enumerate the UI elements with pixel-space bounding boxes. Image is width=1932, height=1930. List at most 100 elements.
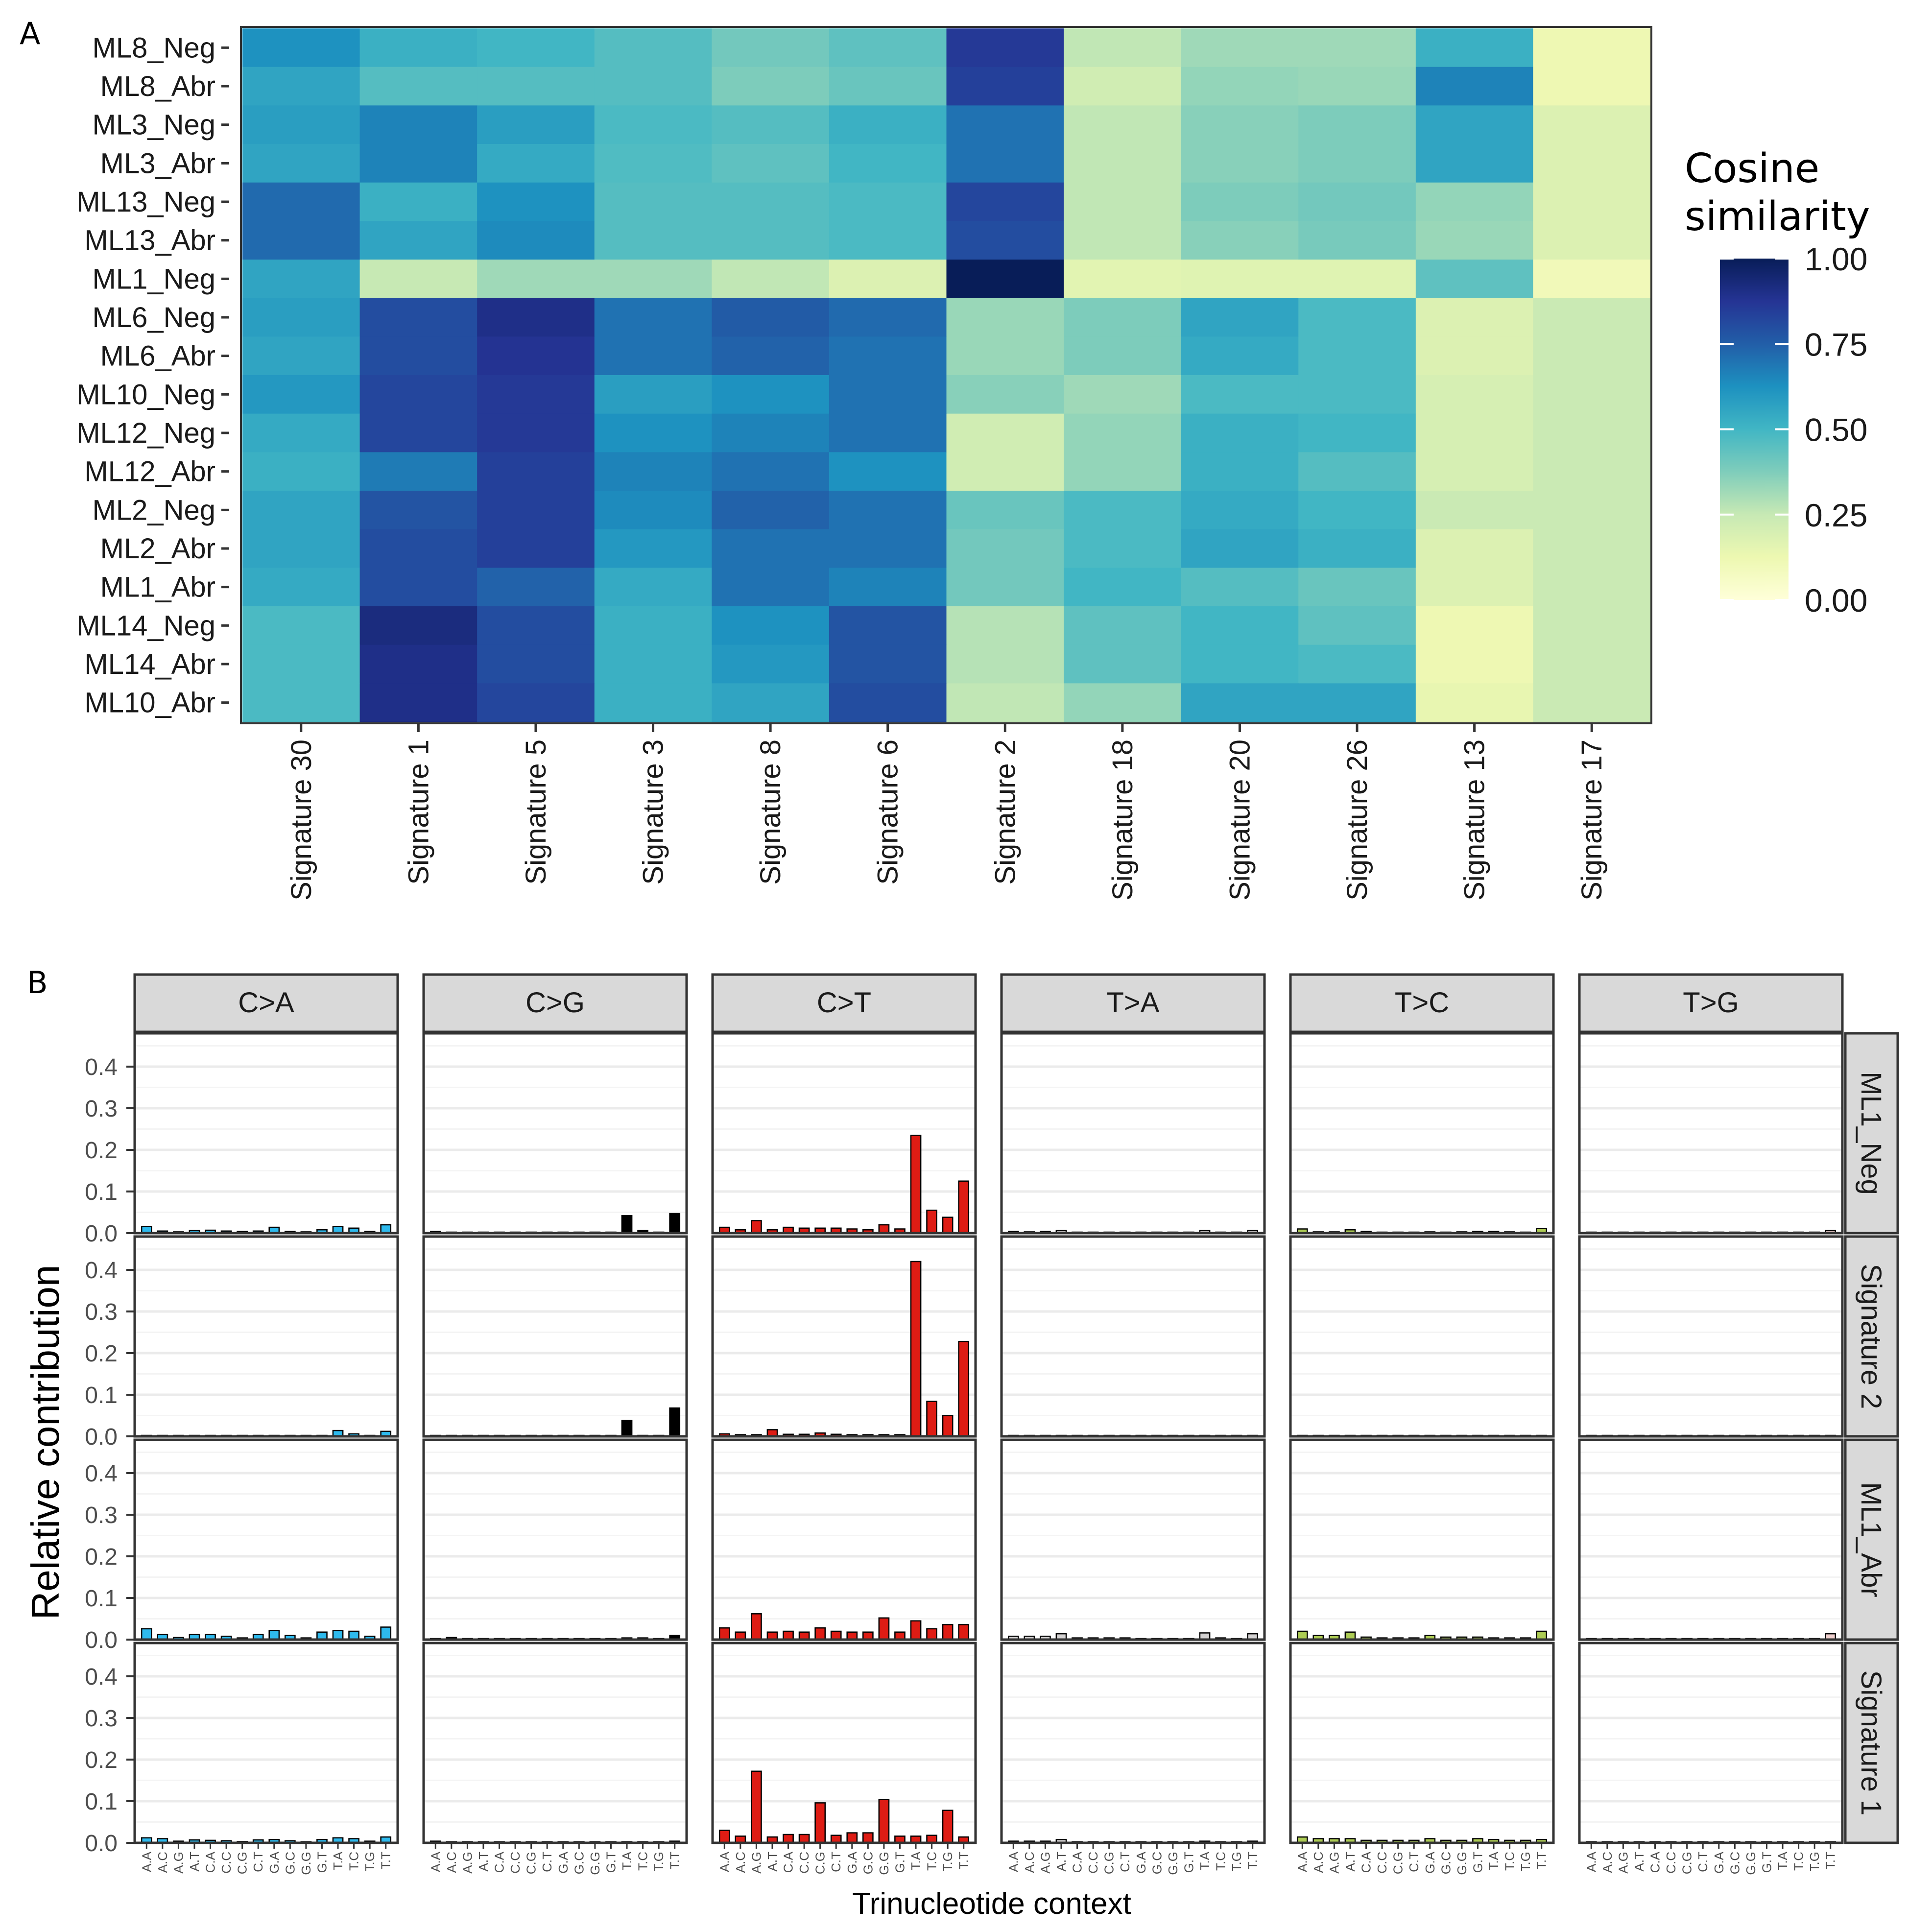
heatmap-cell — [712, 644, 830, 684]
heatmap-cell — [594, 221, 712, 260]
context-label: T.T — [1823, 1852, 1838, 1869]
heatmap-cell — [1533, 413, 1651, 453]
heatmap-cell — [242, 28, 360, 68]
y-tick-label: 0.4 — [85, 1258, 118, 1284]
context-label: G.A — [267, 1851, 282, 1873]
heatmap-cell — [1298, 529, 1416, 568]
facet-panel — [1002, 1033, 1264, 1233]
y-tick-label: 0.0 — [85, 1627, 118, 1653]
heatmap-cell — [1533, 491, 1651, 530]
context-label: T.A — [331, 1851, 345, 1870]
heatmap-cell — [1064, 67, 1182, 106]
facet-panel-border — [422, 1438, 688, 1641]
heatmap-column-labels: Signature 30 Signature 1 Signature 5 Signat… — [286, 723, 1608, 901]
heatmap-cell — [946, 413, 1064, 453]
facet-panel — [424, 1033, 687, 1233]
context-label: A.G — [460, 1852, 475, 1874]
heatmap-cell — [1298, 606, 1416, 645]
heatmap-cell — [1533, 375, 1651, 414]
bar — [332, 1630, 344, 1641]
heatmap-cell — [1533, 336, 1651, 376]
heatmap-cell — [1415, 375, 1534, 414]
heatmap-column-label: Signature 3 — [638, 739, 669, 885]
heatmap-cell — [242, 298, 360, 337]
bar — [878, 1799, 890, 1844]
facet-panel-border — [1000, 1032, 1266, 1235]
facet-panel — [424, 1440, 687, 1640]
heatmap-cell — [477, 644, 595, 684]
bar — [958, 1180, 970, 1234]
context-label: G.A — [845, 1851, 859, 1873]
facet-panel — [1002, 1440, 1264, 1640]
heatmap-cell — [1064, 336, 1182, 376]
heatmap-row-label: ML3_Abr — [100, 147, 215, 179]
heatmap-cell — [712, 413, 830, 453]
bar — [910, 1620, 922, 1641]
y-tick-label: 0.1 — [85, 1382, 118, 1408]
heatmap-cell — [1415, 105, 1534, 144]
context-label: A.C — [155, 1852, 170, 1873]
context-label: A.A — [1584, 1851, 1598, 1872]
column-facet-strip — [133, 973, 399, 1033]
heatmap-cell — [712, 491, 830, 530]
heatmap-cell — [477, 529, 595, 568]
heatmap-cell — [1298, 144, 1416, 183]
y-tick-label: 0.3 — [85, 1299, 118, 1325]
heatmap-row-label: ML10_Neg — [76, 379, 215, 410]
heatmap-cell — [1415, 413, 1534, 453]
bar — [380, 1224, 392, 1234]
context-label: A.G — [749, 1852, 763, 1874]
heatmap-cell — [1533, 644, 1651, 684]
heatmap-cell — [829, 67, 947, 106]
heatmap-cell — [1181, 375, 1299, 414]
heatmap-cell — [712, 221, 830, 260]
heatmap-cell — [242, 606, 360, 645]
heatmap-cell — [477, 67, 595, 106]
heatmap-cell — [1064, 182, 1182, 221]
bar — [348, 1630, 359, 1641]
heatmap-cell — [946, 452, 1064, 491]
heatmap-cell — [1533, 452, 1651, 491]
heatmap-cell — [946, 644, 1064, 684]
heatmap-cell — [594, 529, 712, 568]
heatmap-cell — [829, 413, 947, 453]
context-label: A.T — [765, 1852, 780, 1872]
context-label: T.G — [1518, 1852, 1533, 1871]
heatmap-cell — [1181, 67, 1299, 106]
context-label: C.A — [781, 1851, 796, 1873]
heatmap-cell — [829, 644, 947, 684]
heatmap-cell — [1298, 491, 1416, 530]
heatmap-cell — [1181, 221, 1299, 260]
heatmap-cell — [1533, 606, 1651, 645]
heatmap-cell — [1415, 336, 1534, 376]
heatmap-cell — [829, 606, 947, 645]
heatmap-cell — [477, 336, 595, 376]
legend-title-line1: Cosine — [1685, 145, 1819, 192]
heatmap-cell — [242, 452, 360, 491]
heatmap-cell — [594, 28, 712, 68]
heatmap-cell — [1415, 491, 1534, 530]
bar — [621, 1420, 633, 1437]
heatmap-cell — [829, 375, 947, 414]
bar — [926, 1628, 937, 1641]
legend-title-line2: similarity — [1685, 193, 1870, 240]
heatmap-cell — [1415, 683, 1534, 722]
heatmap-cell — [1533, 67, 1651, 106]
bar — [718, 1830, 730, 1844]
bar — [942, 1415, 954, 1437]
context-label: G.G — [1455, 1852, 1469, 1875]
heatmap-cell — [594, 568, 712, 607]
heatmap-cell — [1181, 298, 1299, 337]
context-label: C.A — [1648, 1851, 1663, 1873]
bar — [380, 1626, 392, 1641]
heatmap-cell — [1533, 568, 1651, 607]
y-tick-label: 0.1 — [85, 1586, 118, 1612]
context-label: C.A — [203, 1851, 218, 1873]
bar — [942, 1216, 954, 1234]
heatmap-cell — [477, 452, 595, 491]
heatmap-cell — [477, 375, 595, 414]
heatmap-cell — [1181, 529, 1299, 568]
y-tick-label: 0.4 — [85, 1664, 118, 1690]
context-label: G.G — [877, 1852, 891, 1875]
context-label: T.C — [636, 1852, 650, 1871]
